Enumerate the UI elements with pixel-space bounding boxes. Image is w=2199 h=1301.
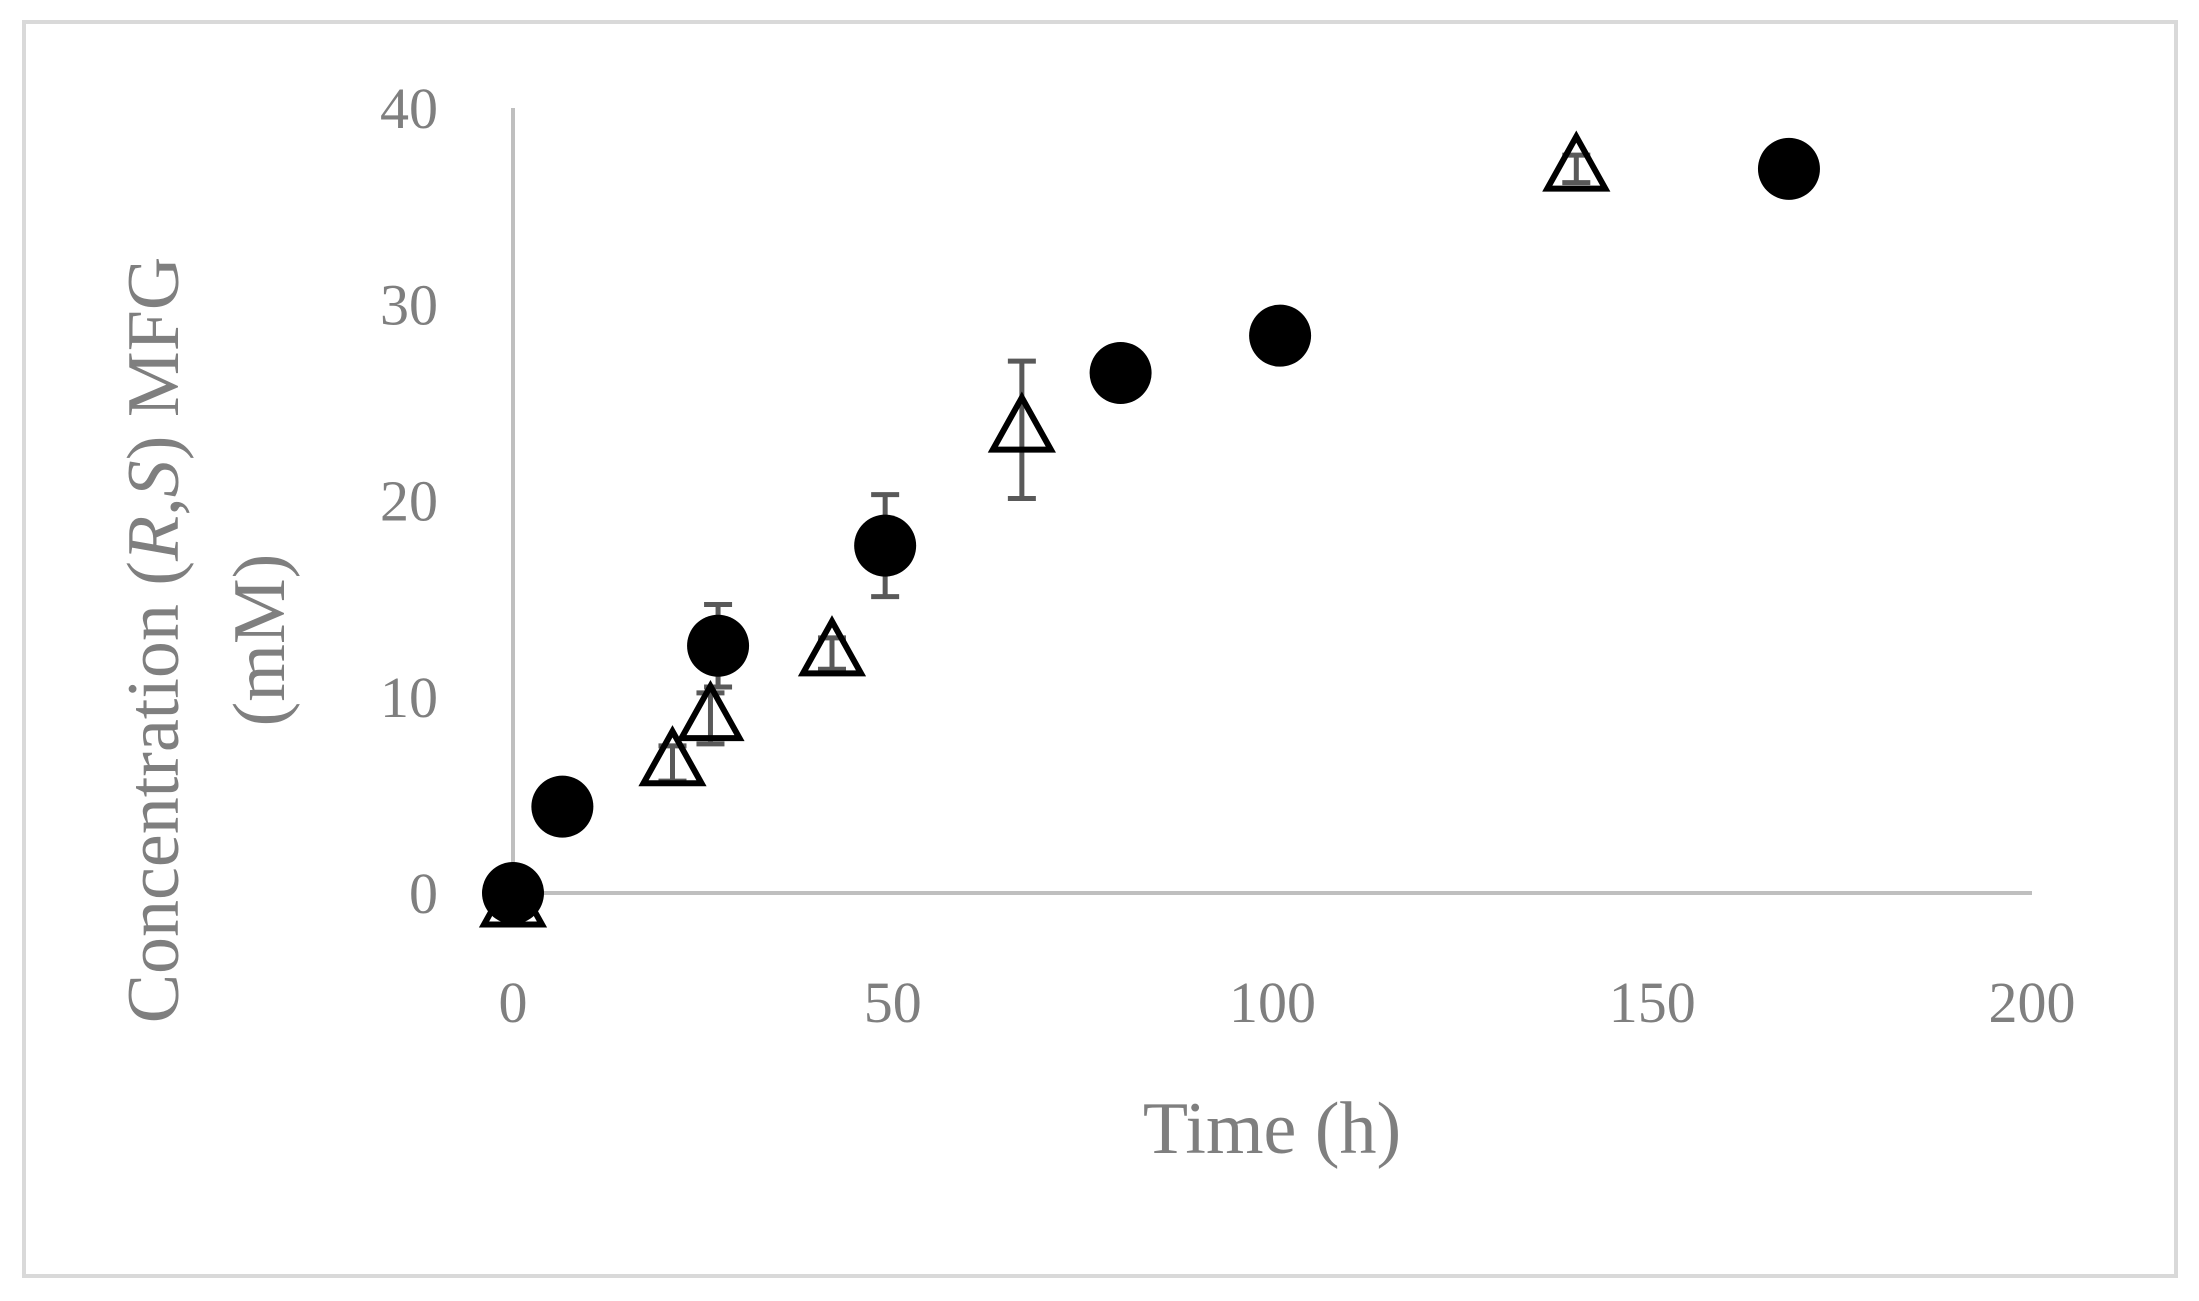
circle-marker: [1249, 304, 1312, 367]
axes: [511, 108, 2032, 895]
error-bar: [1007, 358, 1036, 502]
y-tick-label: 30: [380, 272, 438, 337]
y-axis-title-prefix: Concentration (: [113, 561, 195, 1023]
y-tick-label: 40: [380, 76, 438, 141]
x-tick-label: 0: [499, 970, 528, 1035]
x-tick-label: 50: [864, 970, 922, 1035]
circle-marker: [482, 862, 544, 924]
y-tick-label: 20: [380, 469, 438, 534]
svg-text:Concentration (R,S) MFG: Concentration (R,S) MFG: [113, 257, 195, 1024]
triangle-marker: [638, 725, 707, 787]
y-axis-title-suffix: ) MFG: [113, 257, 195, 461]
y-axis-title-line2: (mM): [219, 554, 301, 727]
x-tick-labels: 0 50 100 150 200: [499, 970, 2076, 1035]
y-axis-title-s: S: [113, 460, 195, 497]
triangle-marker: [797, 615, 867, 677]
circle-marker: [1089, 341, 1152, 404]
y-tick-labels: 0 10 20 30 40: [380, 76, 438, 926]
x-tick-label: 200: [1989, 970, 2076, 1035]
circle-marker: [854, 514, 917, 577]
x-tick-label: 100: [1229, 970, 1316, 1035]
triangle-marker: [987, 391, 1056, 453]
y-axis-title-r: R: [113, 516, 195, 562]
y-axis-title-comma: ,: [113, 497, 195, 516]
error-bars: [658, 152, 1591, 784]
x-tick-label: 150: [1609, 970, 1696, 1035]
data-markers: [478, 130, 1820, 928]
y-tick-label: 10: [380, 665, 438, 730]
triangle-marker: [676, 679, 745, 742]
circle-marker: [687, 614, 750, 677]
chart-frame: [22, 20, 2178, 1278]
y-axis-title: Concentration (R,S) MFG (mM): [113, 257, 301, 1024]
triangle-marker: [1542, 130, 1611, 192]
y-tick-label: 0: [409, 861, 438, 926]
circle-marker: [1757, 137, 1820, 200]
circle-marker: [531, 775, 594, 838]
x-axis-title: Time (h): [1143, 1088, 1401, 1170]
